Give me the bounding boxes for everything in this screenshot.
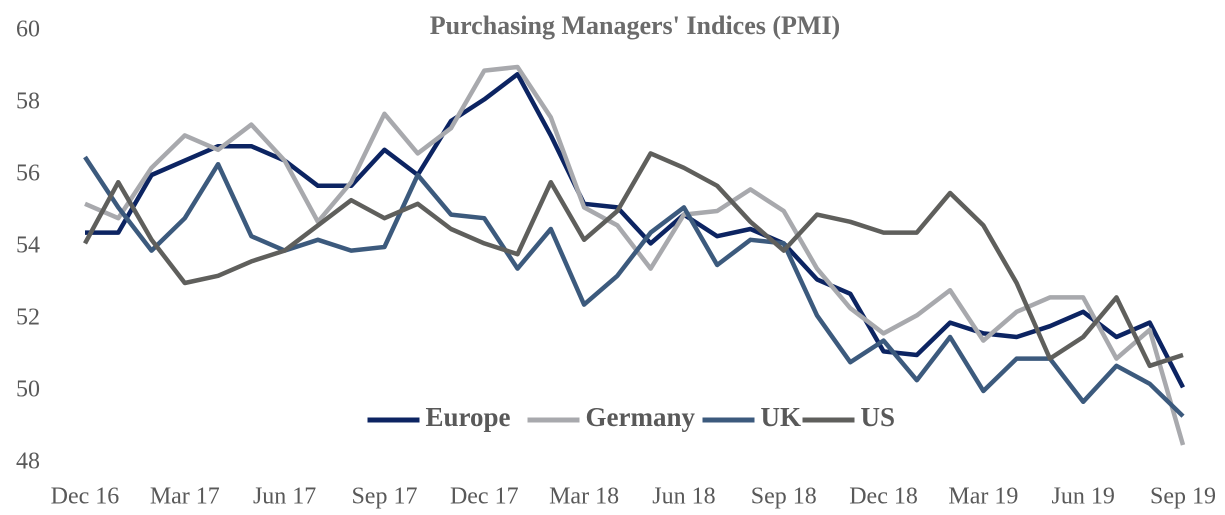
- y-tick-label: 50: [16, 377, 40, 403]
- y-tick-label: 54: [16, 233, 40, 259]
- x-tick-label: Sep 19: [1150, 484, 1216, 510]
- chart-title: Purchasing Managers' Indices (PMI): [430, 11, 840, 40]
- legend-label: UK: [761, 402, 802, 432]
- x-tick-label: Dec 16: [51, 484, 120, 510]
- legend-label: Germany: [586, 402, 696, 432]
- y-tick-label: 56: [16, 161, 40, 187]
- x-tick-label: Jun 18: [652, 484, 715, 510]
- line-series: [84, 64, 1186, 446]
- line-series: [83, 151, 1184, 369]
- x-tick-label: Jun 17: [253, 484, 316, 510]
- x-tick-label: Jun 19: [1052, 484, 1115, 510]
- line-series: [85, 71, 1186, 389]
- x-tick-label: Mar 19: [948, 484, 1018, 510]
- x-tick-label: Mar 18: [549, 484, 619, 510]
- x-tick-label: Dec 17: [450, 484, 519, 510]
- x-tick-label: Sep 18: [751, 484, 817, 510]
- x-tick-label: Sep 17: [351, 484, 417, 510]
- x-tick-label: Dec 18: [849, 484, 918, 510]
- y-tick-label: 60: [16, 17, 40, 43]
- y-tick-label: 52: [16, 305, 40, 331]
- legend-label: Europe: [426, 402, 511, 432]
- x-tick-label: Mar 17: [150, 484, 220, 510]
- line-series: [83, 155, 1185, 418]
- y-tick-label: 58: [16, 89, 40, 115]
- y-tick-label: 48: [16, 449, 40, 475]
- legend-label: US: [861, 402, 896, 432]
